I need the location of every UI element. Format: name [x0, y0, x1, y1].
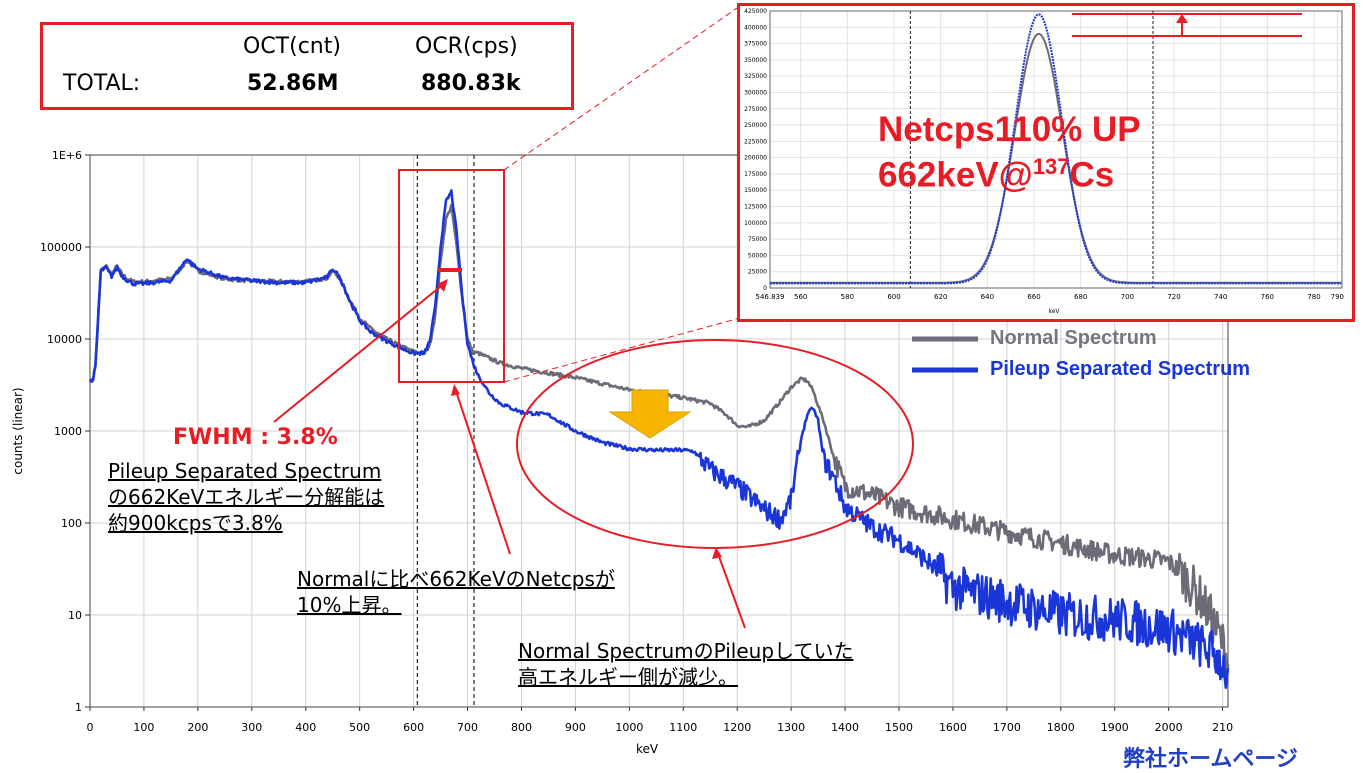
- main-y-ticks: 1 10 100 1000 10000 100000 1E+6: [40, 149, 90, 714]
- reduction-ellipse: [516, 339, 914, 549]
- main-x-tick-label: 100: [133, 721, 154, 734]
- main-x-tick-label: 1500: [885, 721, 913, 734]
- main-y-tick-label: 1: [75, 701, 82, 714]
- fwhm-label: FWHM : 3.8%: [173, 425, 338, 450]
- main-y-tick-label: 1E+6: [52, 149, 82, 162]
- resolution-annotation: Pileup Separated Spectrum の662KeVエネルギー分解…: [108, 458, 384, 536]
- main-x-tick-label: 1400: [831, 721, 859, 734]
- zoom-connector-top: [503, 5, 741, 171]
- highenergy-annotation: Normal SpectrumのPileupしていた 高エネルギー側が減少。: [518, 638, 853, 690]
- main-x-tick-label: 1200: [723, 721, 751, 734]
- stats-col1-header: OCT(cnt): [243, 34, 341, 59]
- main-y-tick-label: 100: [61, 517, 82, 530]
- footer-homepage-link[interactable]: 弊社ホームページ: [1123, 747, 1298, 772]
- zoom-connector-bottom: [503, 317, 741, 383]
- arrow-fwhm: [273, 281, 447, 423]
- main-x-tick-label: 500: [349, 721, 370, 734]
- stats-col2-header: OCR(cps): [415, 34, 518, 59]
- main-x-tick-label: 800: [511, 721, 532, 734]
- main-x-tick-label: 200: [187, 721, 208, 734]
- stats-row-label: TOTAL:: [63, 71, 141, 96]
- main-y-tick-label: 10: [68, 609, 82, 622]
- main-x-axis-label: keV: [636, 742, 659, 756]
- main-x-tick-label: 210: [1212, 721, 1233, 734]
- legend-normal-label: Normal Spectrum: [990, 327, 1157, 349]
- legend-pileup-label: Pileup Separated Spectrum: [990, 358, 1251, 380]
- netcps-line-2: 10%上昇。: [297, 593, 402, 617]
- main-x-ticks: 0 100 200 300 400 500 600 700 800 900 1000 1100 1200…: [87, 707, 1233, 734]
- arrowhead-fwhm: [437, 279, 448, 292]
- stats-box: OCT(cnt) OCR(cps) TOTAL: 52.86M 880.83k: [40, 22, 574, 110]
- arrowhead-highenergy: [712, 547, 722, 559]
- arrowhead-netcps: [451, 384, 460, 396]
- main-x-tick-label: 1100: [669, 721, 697, 734]
- main-x-tick-label: 900: [565, 721, 586, 734]
- arrow-highenergy: [716, 550, 746, 629]
- reduction-arrow: [608, 389, 692, 439]
- main-y-tick-label: 1000: [54, 425, 82, 438]
- main-x-tick-label: 1300: [777, 721, 805, 734]
- main-x-tick-label: 700: [457, 721, 478, 734]
- main-x-tick-label: 1000: [615, 721, 643, 734]
- highenergy-line-1: Normal SpectrumのPileupしていた: [518, 639, 854, 663]
- inset-title-sup: 137: [1032, 154, 1070, 179]
- stats-oct-value: 52.86M: [247, 71, 339, 96]
- inset-title-prefix: 662keV@: [878, 155, 1033, 195]
- resolution-line-3: 約900kcpsで3.8%: [108, 511, 283, 535]
- inset-title-line1: Netcps110% UP: [878, 110, 1141, 149]
- main-x-tick-label: 300: [241, 721, 262, 734]
- inset-title-line2: 662keV@137Cs: [878, 154, 1114, 196]
- main-x-tick-label: 600: [403, 721, 424, 734]
- legend: [912, 336, 978, 373]
- inset-title-suffix: Cs: [1069, 155, 1115, 195]
- main-x-tick-label: 0: [87, 721, 94, 734]
- peak-highlight-box: [398, 169, 505, 383]
- main-gridlines: [89, 154, 1228, 708]
- main-x-tick-label: 400: [295, 721, 316, 734]
- main-x-tick-label: 2000: [1155, 721, 1183, 734]
- main-marker-lines: [416, 155, 475, 707]
- main-x-tick-label: 1700: [993, 721, 1021, 734]
- main-x-tick-label: 1800: [1047, 721, 1075, 734]
- arrow-netcps: [454, 387, 511, 555]
- highenergy-line-2: 高エネルギー側が減少。: [518, 665, 738, 689]
- stats-ocr-value: 880.83k: [421, 71, 521, 96]
- main-x-tick-label: 1600: [939, 721, 967, 734]
- resolution-line-1: Pileup Separated Spectrum: [108, 459, 382, 483]
- main-x-tick-label: 1900: [1101, 721, 1129, 734]
- series-pileup-line: [88, 189, 1230, 689]
- main-y-axis-label: counts (linear): [11, 387, 25, 474]
- overlay-shapes: [273, 5, 914, 629]
- main-y-tick-label: 100000: [40, 241, 82, 254]
- netcps-annotation: Normalに比べ662KeVのNetcpsが 10%上昇。: [297, 566, 615, 618]
- netcps-line-1: Normalに比べ662KeVのNetcpsが: [297, 567, 615, 591]
- resolution-line-2: の662KeVエネルギー分解能は: [108, 485, 385, 509]
- main-y-tick-label: 10000: [47, 333, 82, 346]
